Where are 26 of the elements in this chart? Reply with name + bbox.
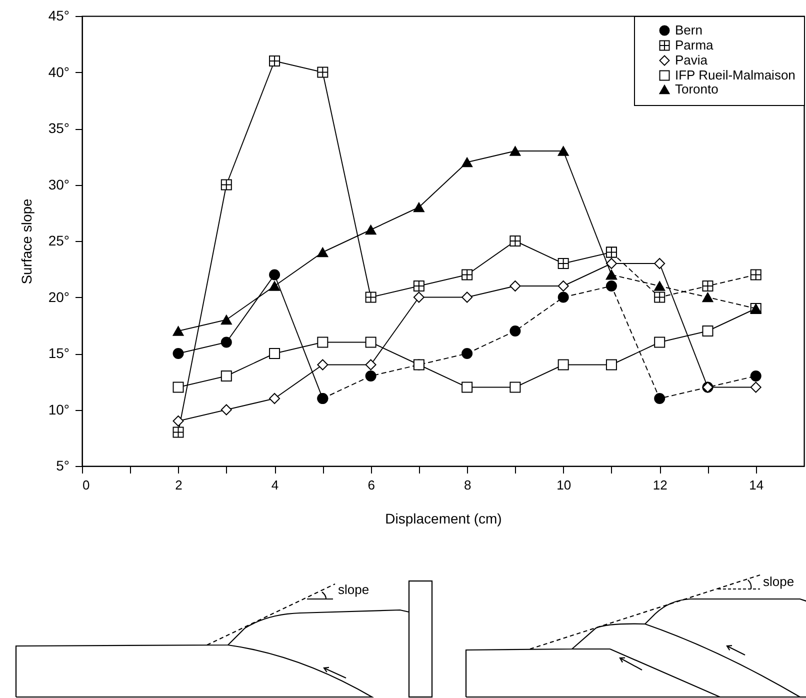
- legend-label: Pavia: [675, 52, 708, 68]
- x-axis-title: Displacement (cm): [385, 510, 502, 526]
- legend-label: Toronto: [675, 82, 718, 96]
- x-tick-label: 14: [749, 478, 764, 492]
- legend-label: Bern: [675, 22, 702, 38]
- wedge-diagram: slope: [15, 580, 433, 698]
- legend-label: Parma: [675, 38, 714, 52]
- y-tick-label: 5°: [56, 458, 70, 474]
- y-tick-label: 15°: [48, 345, 70, 361]
- x-tick-label: 10: [556, 478, 572, 492]
- legend-label: IFP Rueil-Malmaison: [675, 68, 796, 82]
- y-tick-label: 20°: [48, 288, 70, 305]
- y-tick-label: 25°: [48, 232, 70, 248]
- x-tick-label: 4: [271, 478, 279, 492]
- y-tick-label: 40°: [48, 64, 70, 80]
- x-tick-label: 0: [82, 478, 90, 492]
- y-tick-label: 45°: [48, 8, 70, 24]
- x-tick-label: 12: [652, 478, 668, 492]
- y-tick-label: 35°: [48, 120, 70, 136]
- y-tick-label: 10°: [48, 401, 70, 418]
- x-tick-label: 6: [368, 478, 375, 492]
- y-axis-title: Surface slope: [18, 198, 34, 284]
- x-tick-label: 2: [175, 478, 182, 492]
- x-tick-label: 8: [464, 478, 472, 492]
- wedge-diagram: slope: [465, 574, 806, 698]
- y-tick-label: 30°: [48, 176, 70, 192]
